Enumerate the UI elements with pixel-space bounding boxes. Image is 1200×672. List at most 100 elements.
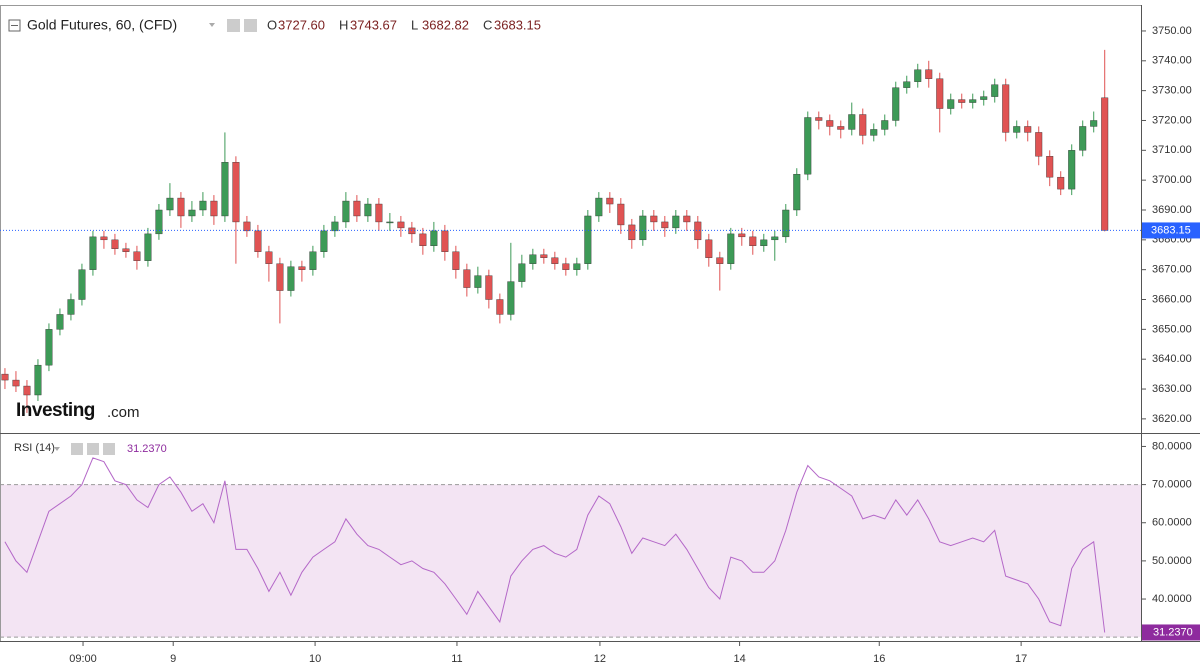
candle-body (881, 120, 889, 130)
candle-body (364, 203, 372, 217)
x-tick-label: 10 (309, 653, 321, 665)
candle-body (661, 221, 669, 229)
candle-body (177, 197, 185, 217)
candle-body (551, 257, 559, 264)
candle-body (958, 99, 966, 103)
candle-body (595, 197, 603, 217)
rsi-band (0, 484, 1141, 638)
candle-body (1024, 126, 1032, 133)
candle-body (650, 215, 658, 223)
rsi-value-box (1142, 624, 1200, 641)
candle-body (947, 99, 955, 109)
candle-body (804, 117, 812, 175)
y-tick-label: 3750.00 (1152, 25, 1192, 37)
candle-body (474, 275, 482, 288)
candle-body (848, 114, 856, 130)
rsi-tick-label: 50.0000 (1152, 555, 1192, 567)
candle-body (628, 224, 636, 241)
candle-body (903, 81, 911, 88)
candle-body (683, 215, 691, 223)
candle-body (210, 200, 218, 217)
candle-body (892, 87, 900, 121)
y-tick-label: 3720.00 (1152, 114, 1192, 126)
watermark-suffix: .com (107, 404, 140, 421)
candle-body (254, 230, 262, 252)
candle-body (1090, 120, 1098, 127)
ohlc-value: 3683.15 (494, 17, 541, 32)
candle-body (221, 162, 229, 217)
candle-body (166, 197, 174, 211)
candle-body (78, 269, 86, 300)
candle-body (375, 203, 383, 223)
candle-body (155, 209, 163, 235)
candle-body (573, 263, 581, 270)
ohlc-value: 3682.82 (422, 17, 469, 32)
candle-body (1101, 97, 1109, 231)
eye-icon[interactable] (71, 443, 83, 455)
candle-body (287, 266, 295, 291)
candle-body (485, 275, 493, 300)
candle-body (12, 379, 20, 387)
candle-body (914, 69, 922, 82)
candle-body (529, 254, 537, 264)
candle-body (265, 251, 273, 264)
candle-body (1035, 132, 1043, 157)
dropdown-arrow[interactable] (209, 23, 215, 27)
rsi-value-label: 31.2370 (1153, 626, 1193, 638)
collapse-icon[interactable] (8, 19, 21, 32)
candle-body (826, 120, 834, 127)
candle-body (342, 200, 350, 223)
candle-body (980, 96, 988, 100)
candle-body (298, 266, 306, 270)
candle-body (991, 84, 999, 97)
y-tick-label: 3710.00 (1152, 144, 1192, 156)
candle-body (639, 215, 647, 241)
candle-body (617, 203, 625, 226)
candle-body (815, 117, 823, 121)
candle-body (243, 221, 251, 232)
candle-body (111, 239, 119, 249)
candle-body (276, 263, 284, 291)
candle-body (397, 221, 405, 229)
candle-body (199, 200, 207, 211)
candle-body (606, 197, 614, 205)
eye-icon[interactable] (227, 19, 240, 32)
candle-body (45, 329, 53, 366)
close-icon[interactable] (103, 443, 115, 455)
rsi-tick-label: 60.0000 (1152, 517, 1192, 529)
candle-body (34, 364, 42, 396)
candle-body (870, 129, 878, 136)
ohlc-value: 3727.60 (278, 17, 325, 32)
watermark-brand: Investing (16, 400, 95, 421)
candle-body (727, 233, 735, 264)
dropdown-arrow[interactable] (54, 447, 60, 451)
x-tick-label: 9 (170, 653, 176, 665)
rsi-layer (0, 484, 1141, 638)
candle-body (771, 236, 779, 241)
candle-body (562, 263, 570, 270)
ohlc-key: O (267, 17, 277, 32)
settings-icon[interactable] (87, 443, 99, 455)
candle-body (1013, 126, 1021, 133)
candle-body (749, 236, 757, 247)
last-price-box (1142, 222, 1200, 239)
candle-body (452, 251, 460, 270)
settings-icon[interactable] (244, 19, 257, 32)
ohlc-key: C (483, 17, 492, 32)
candle-body (672, 215, 680, 229)
candle-body (496, 299, 504, 315)
candle-body (540, 254, 548, 258)
candle-body (23, 385, 31, 396)
candle-body (144, 233, 152, 261)
candle-body (837, 126, 845, 130)
y-tick-label: 3700.00 (1152, 174, 1192, 186)
last-price-label: 3683.15 (1151, 224, 1191, 236)
candle-body (518, 263, 526, 282)
y-tick-label: 3650.00 (1152, 323, 1192, 335)
y-tick-label: 3740.00 (1152, 55, 1192, 67)
rsi-tick-label: 80.0000 (1152, 440, 1192, 452)
x-tick-label: 11 (451, 653, 462, 665)
y-tick-label: 3670.00 (1152, 264, 1192, 276)
candle-body (320, 230, 328, 252)
candle-body (232, 162, 240, 223)
